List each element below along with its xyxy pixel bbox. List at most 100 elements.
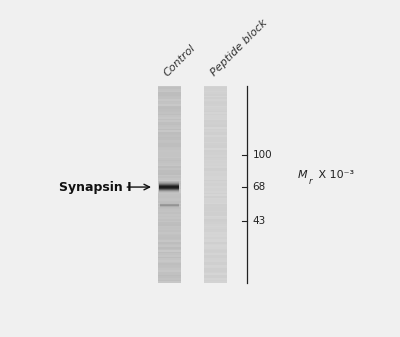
Bar bbox=[204, 204, 228, 206]
Bar bbox=[204, 267, 228, 268]
Bar bbox=[158, 193, 181, 194]
Bar bbox=[158, 204, 181, 206]
Bar bbox=[158, 139, 181, 140]
Bar bbox=[204, 133, 228, 135]
Bar bbox=[158, 255, 181, 257]
Bar bbox=[158, 262, 181, 263]
Bar bbox=[204, 237, 228, 239]
Bar bbox=[204, 160, 228, 161]
Bar bbox=[204, 102, 228, 104]
Bar bbox=[204, 158, 228, 160]
Bar bbox=[158, 86, 181, 283]
Bar bbox=[158, 191, 181, 193]
Bar bbox=[204, 150, 228, 152]
Bar bbox=[158, 122, 181, 124]
Bar bbox=[158, 239, 181, 240]
Bar bbox=[158, 201, 181, 203]
Bar bbox=[158, 127, 181, 129]
Bar bbox=[204, 184, 228, 186]
Bar bbox=[204, 250, 228, 252]
Bar bbox=[204, 214, 228, 216]
Bar bbox=[158, 183, 181, 184]
Text: r: r bbox=[308, 177, 312, 186]
Bar bbox=[158, 117, 181, 119]
Bar bbox=[158, 99, 181, 101]
Bar bbox=[158, 203, 181, 204]
Bar bbox=[204, 231, 228, 232]
Bar bbox=[204, 191, 228, 193]
Bar bbox=[158, 175, 181, 176]
Bar bbox=[204, 194, 228, 196]
Bar bbox=[158, 227, 181, 229]
Bar bbox=[158, 156, 181, 158]
Bar bbox=[204, 119, 228, 120]
Bar bbox=[158, 145, 181, 147]
Bar bbox=[158, 178, 181, 180]
Bar bbox=[158, 194, 181, 196]
Bar bbox=[158, 272, 181, 273]
Bar bbox=[158, 147, 181, 148]
Bar bbox=[158, 116, 181, 117]
Text: X 10⁻³: X 10⁻³ bbox=[315, 171, 354, 180]
Bar bbox=[158, 276, 181, 278]
Bar bbox=[204, 129, 228, 130]
Bar bbox=[158, 199, 181, 201]
Bar bbox=[158, 168, 181, 170]
Bar bbox=[204, 208, 228, 209]
Bar bbox=[204, 91, 228, 92]
Bar bbox=[204, 232, 228, 234]
Bar bbox=[158, 155, 181, 156]
Bar bbox=[158, 104, 181, 105]
Bar bbox=[158, 231, 181, 232]
Bar bbox=[204, 206, 228, 208]
Text: M: M bbox=[298, 171, 308, 180]
Bar bbox=[158, 94, 181, 96]
Bar bbox=[204, 280, 228, 281]
Bar bbox=[204, 176, 228, 178]
Bar bbox=[158, 278, 181, 280]
Bar bbox=[158, 166, 181, 168]
Bar bbox=[204, 244, 228, 245]
Bar bbox=[158, 236, 181, 237]
Bar bbox=[158, 258, 181, 260]
Bar bbox=[158, 170, 181, 171]
Bar bbox=[158, 97, 181, 99]
Bar bbox=[158, 280, 181, 281]
Bar bbox=[204, 153, 228, 155]
Bar bbox=[204, 186, 228, 188]
Bar bbox=[204, 175, 228, 176]
Bar bbox=[204, 189, 228, 191]
Bar bbox=[158, 158, 181, 160]
Bar bbox=[158, 120, 181, 122]
Bar bbox=[204, 278, 228, 280]
Bar bbox=[158, 107, 181, 109]
Bar bbox=[158, 173, 181, 175]
Bar bbox=[158, 119, 181, 120]
Bar bbox=[204, 263, 228, 265]
Bar bbox=[204, 86, 228, 283]
Bar bbox=[204, 130, 228, 132]
Bar bbox=[158, 140, 181, 142]
Bar bbox=[204, 262, 228, 263]
Bar bbox=[204, 116, 228, 117]
Bar bbox=[158, 265, 181, 267]
Bar bbox=[204, 265, 228, 267]
Bar bbox=[158, 152, 181, 153]
Bar bbox=[158, 124, 181, 125]
Bar bbox=[204, 152, 228, 153]
Bar bbox=[158, 242, 181, 244]
Bar bbox=[204, 252, 228, 253]
Bar bbox=[204, 170, 228, 171]
Bar bbox=[158, 260, 181, 262]
Bar bbox=[204, 101, 228, 102]
Bar bbox=[204, 86, 228, 88]
Bar bbox=[158, 244, 181, 245]
Bar bbox=[204, 188, 228, 189]
Bar bbox=[204, 140, 228, 142]
Bar bbox=[158, 91, 181, 92]
Bar bbox=[158, 125, 181, 127]
Bar bbox=[158, 209, 181, 211]
Bar bbox=[204, 171, 228, 173]
Bar bbox=[204, 173, 228, 175]
Bar bbox=[158, 133, 181, 135]
